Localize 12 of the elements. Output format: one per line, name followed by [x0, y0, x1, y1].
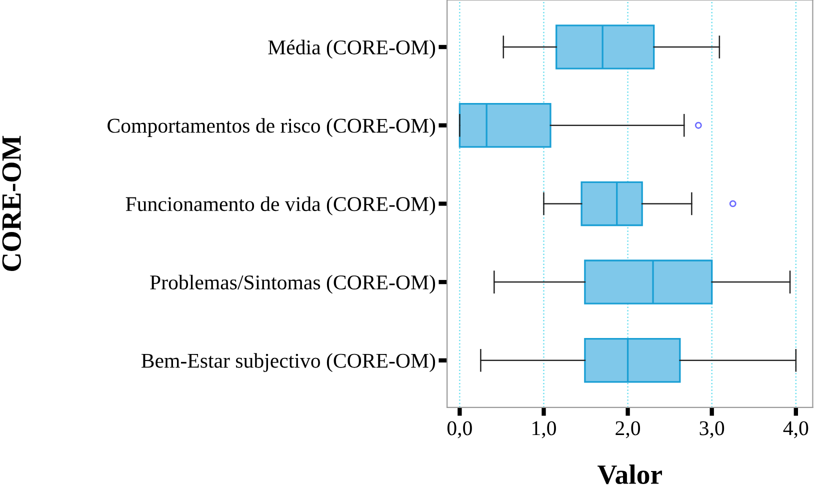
y-axis-title: CORE-OM — [2, 136, 21, 272]
y-tick-label: Média (CORE-OM) — [268, 40, 436, 59]
x-tick-label: 2,0 — [616, 421, 640, 438]
y-tick-label: Comportamentos de risco (CORE-OM) — [108, 118, 436, 138]
x-axis-title: Valor — [598, 464, 662, 484]
x-tick-label: 0,0 — [447, 421, 472, 438]
x-tick-label: 4,0 — [783, 421, 808, 438]
y-tick-label: Problemas/Sintomas (CORE-OM) — [150, 274, 436, 294]
y-tick-label: Funcionamento de vida (CORE-OM) — [126, 196, 436, 216]
x-tick-label: 3,0 — [700, 421, 724, 438]
x-tick-label: 1,0 — [532, 421, 556, 438]
y-tick-label: Bem-Estar subjectivo (CORE-OM) — [141, 353, 436, 372]
